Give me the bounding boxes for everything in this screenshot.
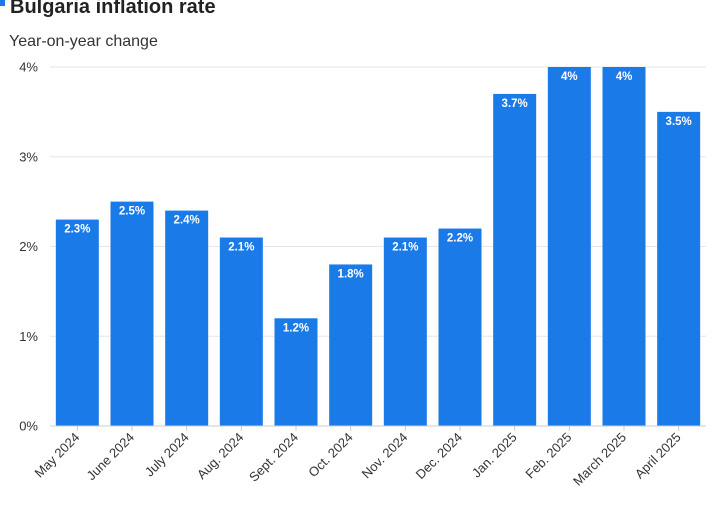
bar	[219, 237, 263, 426]
y-tick-label: 2%	[19, 239, 38, 254]
x-tick-label: Feb. 2025	[522, 430, 574, 482]
x-tick-label: Jan. 2025	[469, 430, 520, 481]
bar	[55, 219, 99, 426]
chart-title: Bulgaria inflation rate	[10, 0, 216, 18]
y-tick-label: 0%	[19, 419, 38, 434]
bar	[329, 264, 373, 426]
x-tick-label: Aug. 2024	[194, 430, 247, 483]
data-label: 3.7%	[502, 98, 528, 110]
x-tick-label: March 2025	[570, 430, 629, 489]
bar	[493, 93, 537, 427]
data-label: 3.5%	[666, 116, 692, 128]
bar	[165, 210, 209, 426]
data-label: 1.8%	[338, 268, 364, 280]
title-accent-mark	[0, 0, 5, 6]
bar	[657, 111, 701, 426]
data-label: 2.3%	[64, 224, 90, 236]
x-tick-label: May 2024	[31, 430, 82, 481]
x-tick-label: Sept. 2024	[246, 430, 301, 485]
x-tick-label: Oct. 2024	[305, 430, 355, 480]
x-tick-label: June 2024	[84, 430, 138, 484]
x-tick-label: April 2025	[632, 430, 684, 482]
data-label: 2.1%	[392, 242, 418, 254]
bar	[383, 237, 427, 426]
bar	[547, 67, 591, 426]
bar	[110, 201, 154, 426]
data-label: 4%	[561, 71, 578, 83]
x-tick-label: Dec. 2024	[413, 430, 466, 483]
bar	[438, 228, 482, 426]
data-label: 2.5%	[119, 206, 145, 218]
chart-subtitle: Year-on-year change	[9, 33, 158, 50]
data-label: 4%	[616, 71, 633, 83]
data-label: 2.4%	[174, 215, 200, 227]
x-tick-label: July 2024	[142, 430, 192, 480]
data-label: 1.2%	[283, 322, 309, 334]
bar	[602, 67, 646, 426]
y-tick-label: 3%	[19, 149, 38, 164]
data-label: 2.2%	[447, 233, 473, 245]
y-tick-label: 1%	[19, 329, 38, 344]
x-tick-label: Nov. 2024	[359, 430, 411, 482]
y-tick-label: 4%	[19, 60, 38, 75]
data-label: 2.1%	[228, 242, 254, 254]
bar	[274, 318, 318, 426]
